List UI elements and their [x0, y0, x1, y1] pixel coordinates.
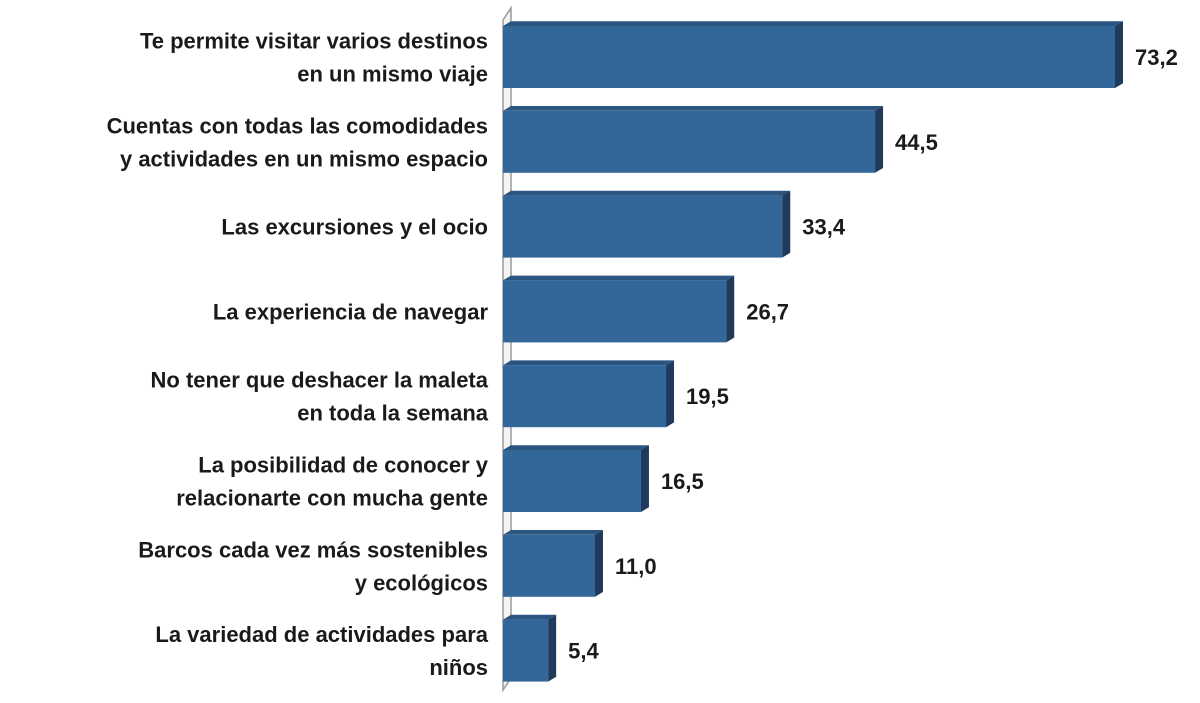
bar-8 — [503, 614, 557, 682]
bar-top-face — [503, 445, 649, 450]
category-label: y actividades en un mismo espacio — [120, 146, 488, 171]
category-label: y ecológicos — [355, 570, 488, 595]
bar-side-face — [726, 275, 735, 343]
value-label: 11,0 — [615, 554, 657, 579]
category-label: en un mismo viaje — [297, 62, 488, 87]
bar-1 — [503, 21, 1123, 89]
bar-front-face — [503, 534, 595, 597]
value-labels: 73,2 44,5 33,4 26,7 19,5 16,5 11,0 5,4 — [568, 45, 1178, 664]
bar-top-face — [503, 360, 675, 366]
bar-3 — [503, 190, 791, 258]
value-label: 19,5 — [686, 384, 729, 409]
category-label: Cuentas con todas las comodidades — [107, 113, 488, 138]
bar-5 — [503, 360, 675, 428]
category-label: No tener que deshacer la maleta — [151, 368, 489, 393]
category-label: niños — [429, 655, 488, 680]
bar-top-face — [503, 190, 791, 196]
bar-4 — [503, 275, 735, 343]
category-labels: Te permite visitar varios destinos en un … — [107, 29, 489, 681]
bar-front-face — [503, 110, 876, 173]
bar-side-face — [594, 530, 603, 597]
category-label: La variedad de actividades para — [155, 622, 488, 647]
bar-top-face — [503, 21, 1123, 26]
value-label: 44,5 — [895, 130, 938, 155]
bar-7 — [503, 530, 603, 597]
bar-side-face — [666, 360, 675, 428]
bar-front-face — [503, 26, 1115, 88]
bar-side-face — [1115, 21, 1123, 89]
bars — [503, 21, 1123, 682]
bar-top-face — [503, 614, 557, 620]
bar-top-face — [503, 106, 884, 111]
category-label: Las excursiones y el ocio — [221, 215, 488, 240]
category-label: en toda la semana — [297, 401, 489, 426]
bar-front-face — [503, 619, 549, 682]
value-label: 5,4 — [568, 639, 599, 664]
bar-top-face — [503, 275, 735, 281]
value-label: 33,4 — [802, 215, 846, 240]
bar-front-face — [503, 365, 667, 428]
category-label: relacionarte con mucha gente — [176, 486, 488, 511]
category-label: La posibilidad de conocer y — [198, 453, 488, 478]
value-label: 16,5 — [661, 469, 704, 494]
bar-6 — [503, 445, 649, 512]
value-label: 73,2 — [1135, 45, 1178, 70]
bar-front-face — [503, 280, 727, 343]
bar-front-face — [503, 450, 641, 512]
bar-side-face — [548, 614, 557, 682]
bar-2 — [503, 106, 884, 173]
category-label: Te permite visitar varios destinos — [140, 29, 488, 54]
bar-top-face — [503, 530, 603, 535]
bar-side-face — [875, 106, 884, 173]
bar-side-face — [782, 190, 791, 258]
bar-side-face — [640, 445, 649, 512]
value-label: 26,7 — [746, 299, 789, 324]
bar-front-face — [503, 195, 783, 258]
category-label: Barcos cada vez más sostenibles — [138, 537, 488, 562]
category-label: La experiencia de navegar — [213, 299, 489, 324]
